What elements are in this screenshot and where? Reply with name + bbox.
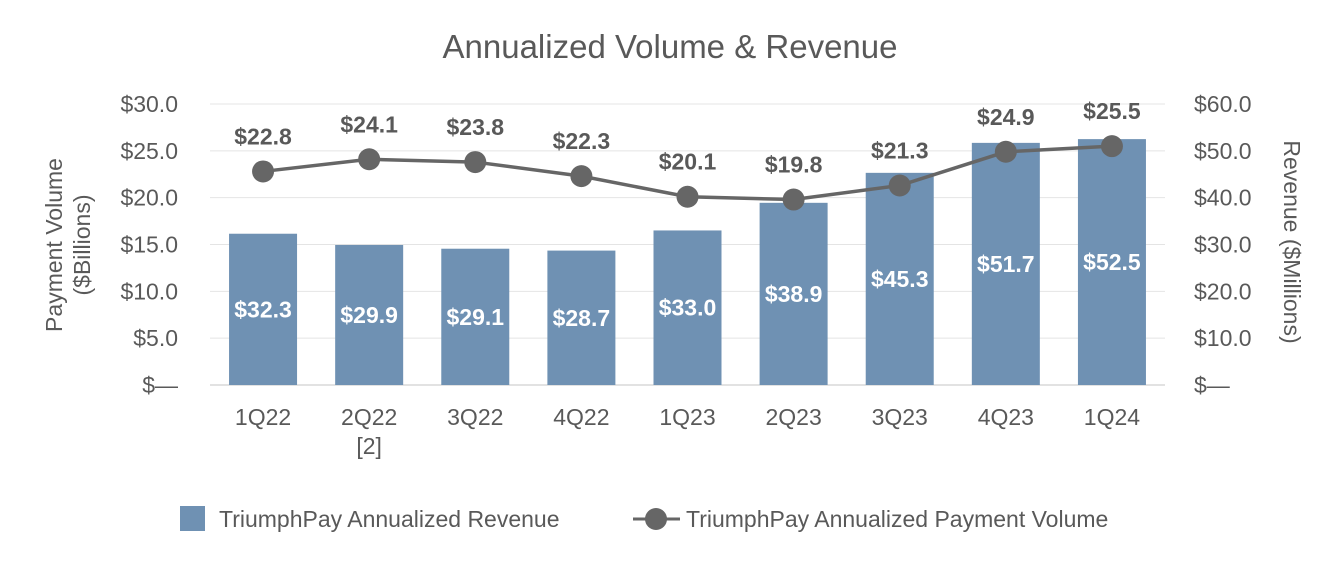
left-tick-label: $30.0: [120, 91, 178, 117]
revenue-bar: [441, 248, 510, 385]
volume-value-label: $22.8: [234, 123, 292, 149]
revenue-value-label: $28.7: [553, 305, 611, 331]
volume-point: [464, 151, 487, 174]
revenue-bar: [547, 250, 616, 385]
revenue-value-label: $29.9: [340, 302, 398, 328]
volume-point: [358, 148, 381, 171]
right-tick-label: $30.0: [1194, 232, 1252, 258]
revenue-value-label: $38.9: [765, 281, 823, 307]
x-axis-label: 1Q23: [659, 404, 715, 430]
revenue-bar: [1077, 139, 1146, 385]
revenue-bar: [865, 172, 934, 385]
revenue-bar: [229, 233, 298, 385]
volume-line-series: $22.8 $24.1 $23.8 $22.3 $20.1 $19.8 $21.3 $24.9…: [234, 98, 1141, 211]
x-axis-labels: 1Q22 2Q22 [2] 3Q22 4Q22 1Q23 2Q23 3Q23 4Q23 1Q24: [235, 404, 1140, 459]
right-axis-label: Revenue ($Millions): [1279, 140, 1305, 343]
x-axis-label: 2Q23: [765, 404, 821, 430]
revenue-bar: [335, 244, 404, 385]
volume-value-label: $22.3: [553, 128, 611, 154]
volume-point: [1100, 135, 1123, 158]
x-axis-label: 3Q23: [872, 404, 928, 430]
volume-value-label: $20.1: [659, 149, 717, 175]
volume-value-label: $21.3: [871, 137, 929, 163]
revenue-value-label: $32.3: [234, 296, 292, 322]
right-tick-label: $60.0: [1194, 91, 1252, 117]
volume-value-label: $23.8: [446, 114, 504, 140]
revenue-value-label: $29.1: [446, 304, 504, 330]
right-tick-label: $50.0: [1194, 138, 1252, 164]
x-axis-label: 4Q23: [978, 404, 1034, 430]
left-tick-label: $—: [142, 372, 178, 398]
volume-point: [994, 140, 1017, 163]
revenue-value-label: $52.5: [1083, 249, 1141, 275]
revenue-value-label: $45.3: [871, 266, 929, 292]
bar-value-labels: $32.3 $29.9 $29.1 $28.7 $33.0 $38.9 $45.3 $51.7…: [234, 249, 1141, 331]
x-axis-label: 1Q22: [235, 404, 291, 430]
x-axis-label: 3Q22: [447, 404, 503, 430]
x-axis-label: 2Q22 [2]: [341, 404, 397, 459]
bars: [229, 139, 1146, 385]
x-axis-label: 1Q24: [1084, 404, 1140, 430]
left-tick-label: $15.0: [120, 232, 178, 258]
volume-value-label: $25.5: [1083, 98, 1141, 124]
legend-volume-label: TriumphPay Annualized Payment Volume: [686, 506, 1108, 532]
right-axis-ticks: $— $10.0 $20.0 $30.0 $40.0 $50.0 $60.0: [1194, 91, 1252, 398]
revenue-bar: [971, 142, 1040, 385]
revenue-bar: [759, 202, 828, 385]
volume-value-label: $24.1: [340, 111, 398, 137]
right-tick-label: $20.0: [1194, 278, 1252, 304]
legend-volume-marker: [645, 508, 667, 530]
volume-value-label: $24.9: [977, 104, 1035, 130]
volume-point: [252, 160, 275, 183]
right-tick-label: $—: [1194, 372, 1230, 398]
left-tick-label: $20.0: [120, 185, 178, 211]
revenue-value-label: $33.0: [659, 295, 717, 321]
right-tick-label: $40.0: [1194, 185, 1252, 211]
volume-point: [676, 185, 699, 208]
legend-revenue-label: TriumphPay Annualized Revenue: [219, 506, 560, 532]
left-axis-label-line2: ($Billions): [69, 195, 95, 296]
left-tick-label: $5.0: [133, 325, 178, 351]
legend-revenue-swatch: [180, 506, 205, 531]
left-tick-label: $10.0: [120, 278, 178, 304]
left-axis-label-line1: Payment Volume: [41, 158, 67, 332]
left-axis-ticks: $— $5.0 $10.0 $15.0 $20.0 $25.0 $30.0: [120, 91, 178, 398]
volume-point: [570, 165, 593, 188]
right-tick-label: $10.0: [1194, 325, 1252, 351]
legend: TriumphPay Annualized Revenue TriumphPay…: [180, 506, 1108, 532]
volume-point: [782, 188, 805, 211]
revenue-bar: [653, 230, 722, 385]
left-tick-label: $25.0: [120, 138, 178, 164]
x-axis-label: 4Q22: [553, 404, 609, 430]
volume-value-label: $19.8: [765, 152, 823, 178]
chart-title: Annualized Volume & Revenue: [443, 28, 898, 65]
revenue-value-label: $51.7: [977, 251, 1035, 277]
volume-point: [888, 174, 911, 197]
